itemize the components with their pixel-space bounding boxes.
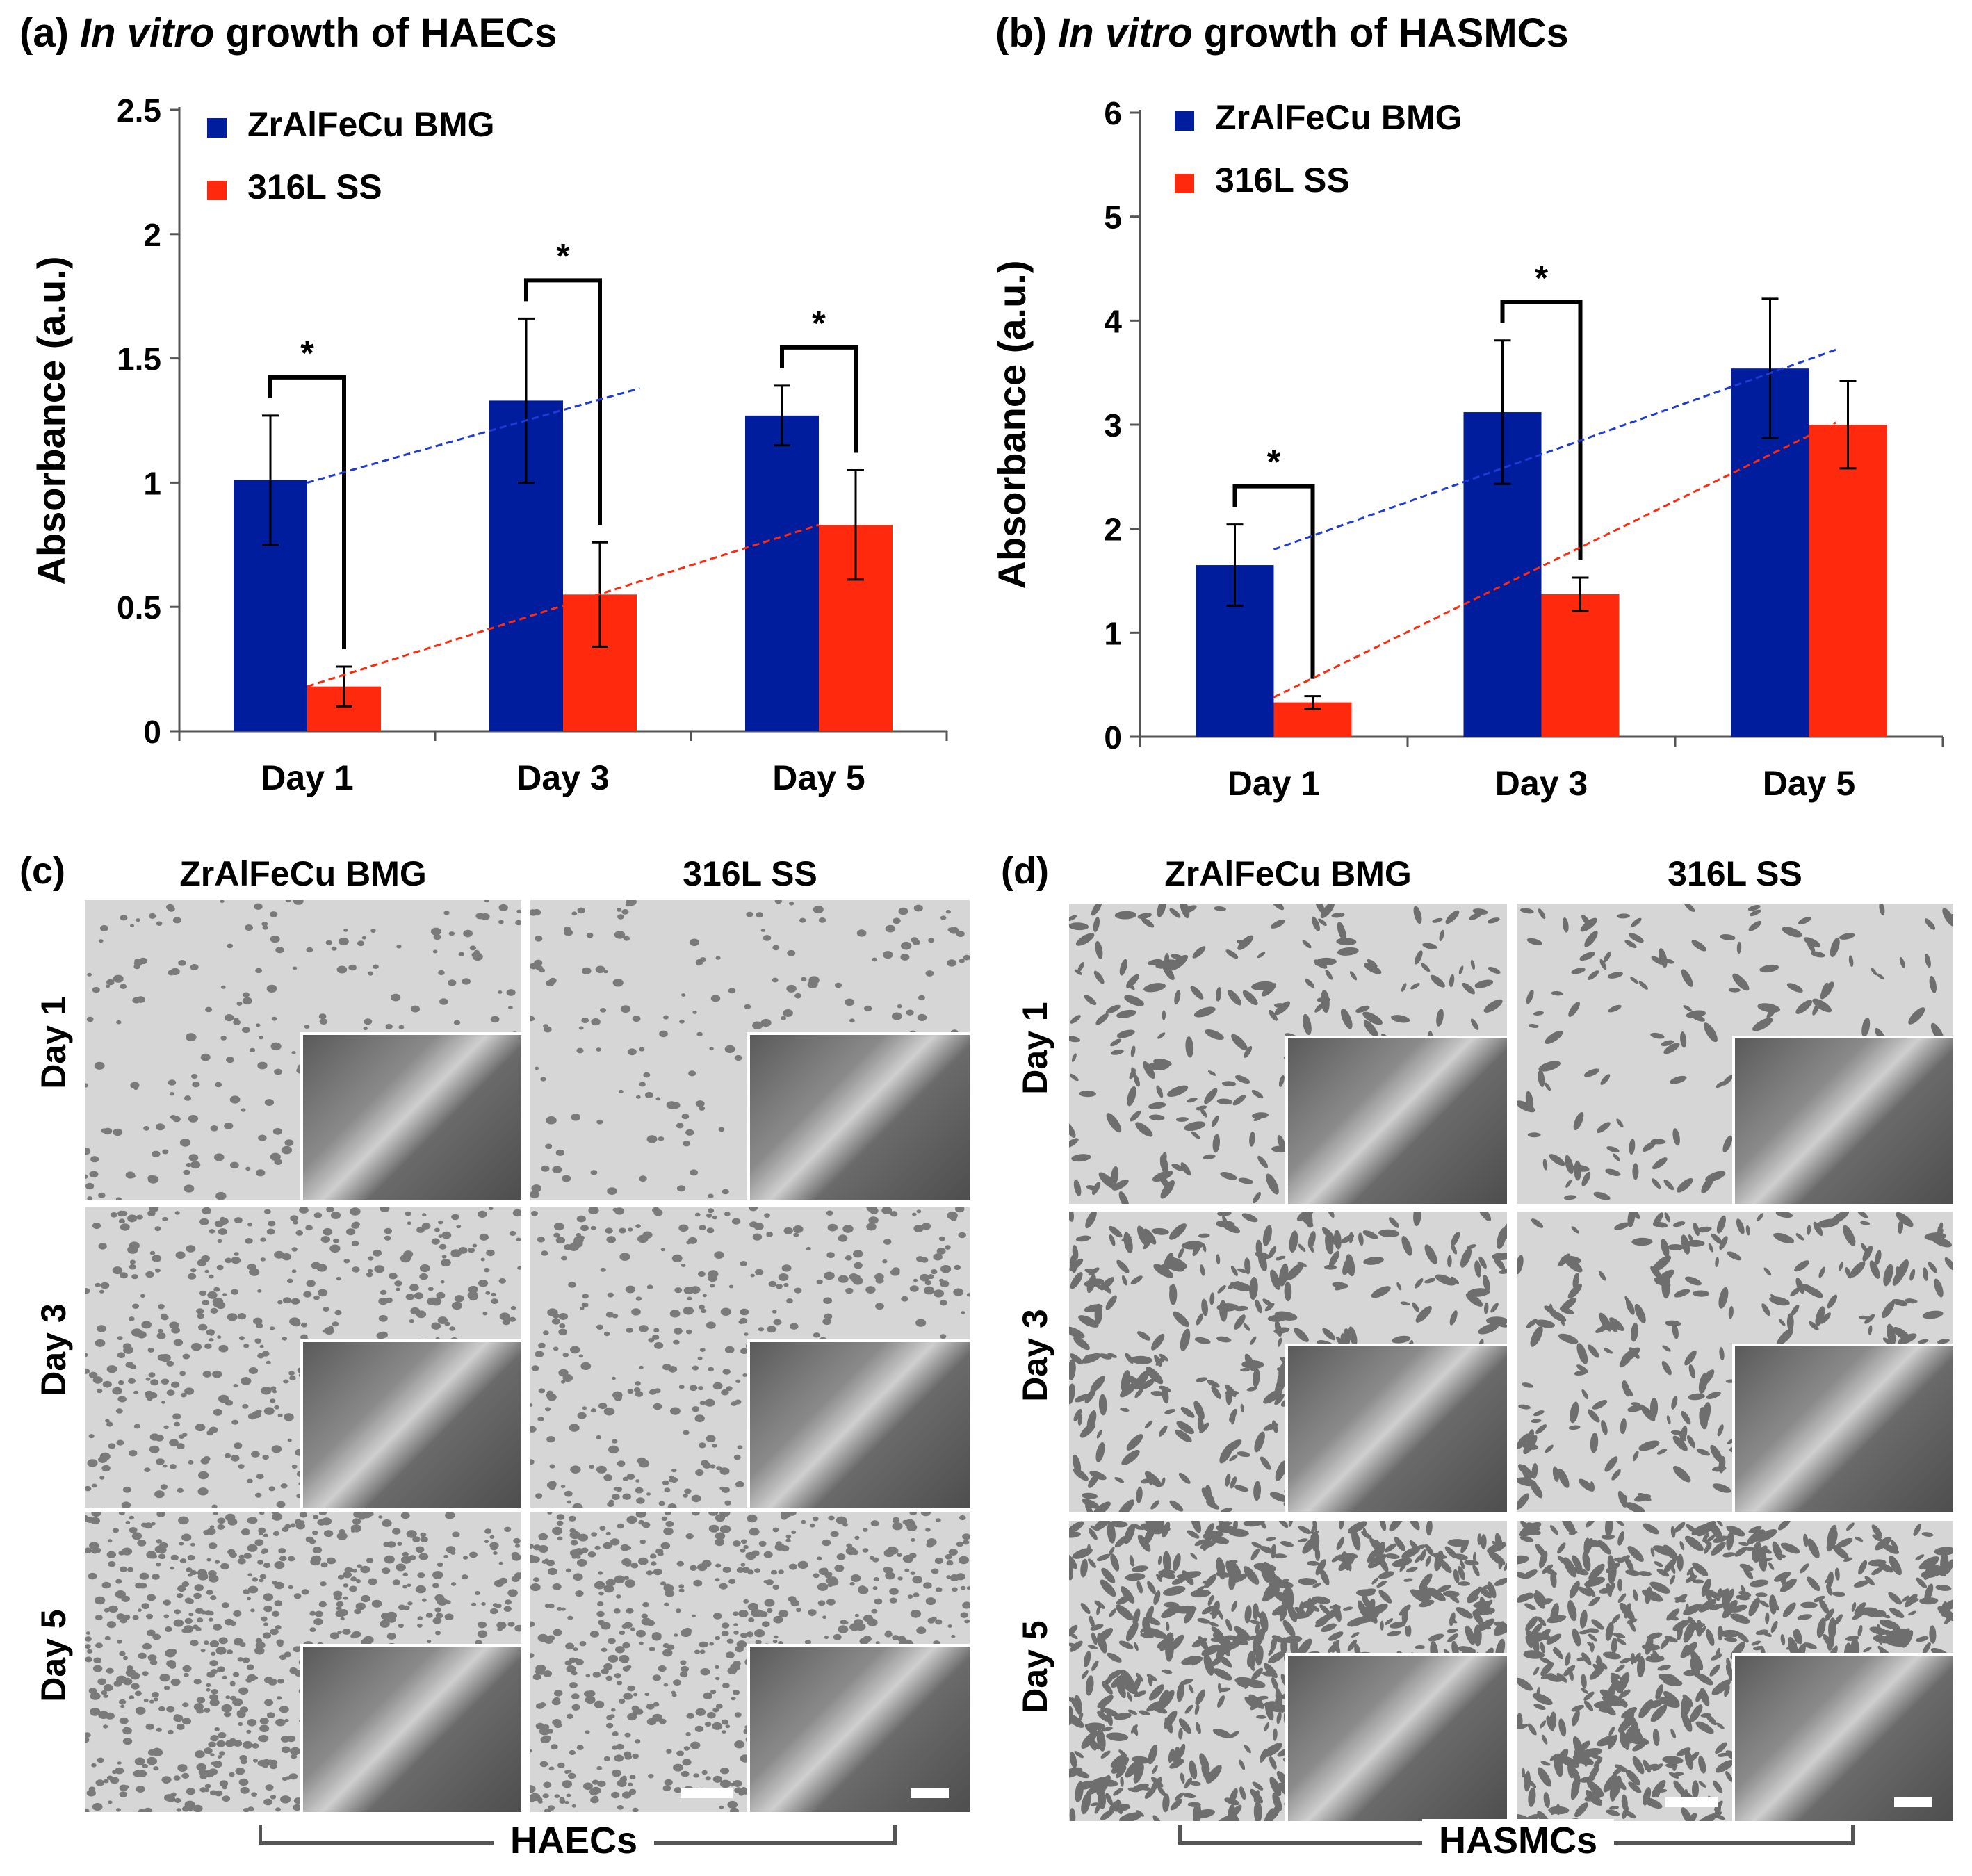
micrograph-haec-ss-day5 (530, 1512, 970, 1812)
chart-a-y-label: Absorbance (a.u.) (29, 256, 73, 585)
chart-a-significance-star: * (556, 236, 570, 275)
chart-b-legend-swatch (1175, 111, 1194, 131)
chart-b-y-tick-label: 0 (1104, 719, 1122, 756)
chart-a-legend-label: ZrAlFeCu BMG (247, 105, 495, 144)
micrograph-hasmc-ss-day5 (1517, 1521, 1953, 1821)
chart-a-x-tick-label: Day 1 (261, 758, 353, 797)
chart-b-y-label: Absorbance (a.u.) (990, 261, 1034, 589)
chart-b-x-tick-label: Day 3 (1495, 764, 1588, 803)
micrograph-haec-ss-day5-inset (747, 1644, 970, 1812)
chart-a-significance-star: * (812, 304, 826, 343)
micrograph-hasmc-ss-day1-inset (1732, 1036, 1953, 1204)
chart-a-bar-zralfecu-bmg-2 (745, 415, 819, 731)
micrograph-hasmc-bmg-day1 (1069, 904, 1507, 1204)
micrograph-hasmc-bmg-day5 (1069, 1521, 1507, 1821)
chart-b-y-tick-label: 3 (1104, 407, 1122, 443)
chart-b-y-tick-label: 5 (1104, 199, 1122, 236)
chart-b-legend-label: ZrAlFeCu BMG (1215, 98, 1462, 137)
panel-c-group-label: HAECs (494, 1819, 655, 1862)
micrograph-hasmc-ss-day3-inset (1732, 1344, 1953, 1512)
micrograph-hasmc-ss-day5-inset (1732, 1653, 1953, 1821)
chart-b-legend-label: 316L SS (1215, 161, 1350, 199)
micrograph-haec-bmg-day1-inset (300, 1032, 521, 1200)
inset-scale-bar (1894, 1797, 1932, 1807)
chart-a-significance-star: * (300, 334, 314, 373)
chart-a-significance-bracket (780, 345, 858, 453)
panel-b-title-italic: In vitro (1058, 10, 1193, 56)
micrograph-haec-ss-day3-inset (747, 1339, 970, 1508)
chart-b-x-tick-label: Day 1 (1228, 764, 1320, 803)
micrograph-haec-ss-day3 (530, 1207, 970, 1508)
chart-a-legend-swatch (207, 118, 227, 138)
panel-c-row-label-day3: Day 3 (34, 1303, 73, 1396)
chart-b-bar-316l-ss-2 (1809, 425, 1887, 737)
micrograph-haec-bmg-day1 (85, 900, 521, 1200)
panel-c-row-label-day1: Day 1 (34, 996, 73, 1089)
chart-a-x-tick-label: Day 3 (516, 758, 609, 797)
micrograph-haec-ss-day1 (530, 900, 970, 1200)
micrograph-haec-bmg-day3-inset (300, 1339, 521, 1508)
panel-a-label: (a) (19, 10, 69, 56)
micrograph-haec-bmg-day5-inset (300, 1644, 521, 1812)
inset-scale-bar (911, 1788, 949, 1798)
chart-b-significance-star: * (1535, 259, 1549, 297)
panel-b-title: (b) In vitro growth of HASMCs (995, 10, 1569, 56)
chart-a-y-tick-label: 2 (143, 217, 161, 253)
chart-b-legend-swatch (1175, 174, 1194, 193)
panel-c-row-label-day5: Day 5 (34, 1609, 73, 1702)
chart-b-x-tick-label: Day 5 (1763, 764, 1855, 803)
chart-a-legend-label: 316L SS (247, 168, 382, 206)
panel-d-col-header-ss: 316L SS (1668, 854, 1802, 893)
panel-d-row-label-day1: Day 1 (1016, 1002, 1054, 1095)
panel-d-label: (d) (1001, 850, 1049, 892)
micrograph-hasmc-ss-day3 (1517, 1212, 1953, 1512)
chart-a-trendline (307, 523, 820, 688)
panel-a-title-italic: In vitro (80, 10, 215, 56)
chart-b-significance-bracket (1232, 484, 1315, 679)
chart-a-trendline (307, 387, 640, 484)
chart-b-y-tick-label: 1 (1104, 615, 1122, 651)
micrograph-haec-ss-day1-inset (747, 1032, 970, 1200)
micrograph-haec-bmg-day5 (85, 1512, 521, 1812)
chart-b-bar-316l-ss-1 (1541, 594, 1620, 737)
micrograph-hasmc-bmg-day3 (1069, 1212, 1507, 1512)
panel-d-row-label-day5: Day 5 (1016, 1620, 1054, 1713)
chart-b-trendline (1273, 421, 1836, 699)
panel-d-group-label: HASMCs (1422, 1819, 1615, 1862)
chart-a-y-tick-label: 0.5 (117, 589, 161, 626)
chart-a-y-tick-label: 1 (143, 465, 161, 501)
chart-a-y-tick-label: 2.5 (117, 92, 161, 129)
chart-a-y-tick-label: 1.5 (117, 341, 161, 377)
chart-a-significance-bracket (268, 375, 346, 650)
panel-d-row-label-day3: Day 3 (1016, 1309, 1054, 1402)
chart-a-y-tick-label: 0 (143, 714, 161, 750)
scale-bar (681, 1788, 733, 1798)
panel-b-title-rest: growth of HASMCs (1192, 10, 1569, 56)
panel-c-col-header-ss: 316L SS (683, 854, 817, 893)
micrograph-hasmc-bmg-day1-inset (1285, 1036, 1507, 1204)
panel-b-label: (b) (995, 10, 1048, 56)
scale-bar (1665, 1797, 1718, 1807)
charts-canvas: 0 0.5 1 1.5 2 2.5 Day 1 Day 3 Day 5 Absorbance (a… (29, 92, 1944, 803)
chart-a-significance-bracket (524, 278, 602, 525)
chart-a-x-tick-label: Day 5 (772, 758, 865, 797)
chart-a-legend-swatch (207, 181, 227, 200)
panel-a-title-rest: growth of HAECs (214, 10, 557, 56)
panel-c-col-header-bmg: ZrAlFeCu BMG (179, 854, 427, 893)
micrograph-hasmc-ss-day1 (1517, 904, 1953, 1204)
panel-d-col-header-bmg: ZrAlFeCu BMG (1164, 854, 1412, 893)
panel-a-title: (a) In vitro growth of HAECs (19, 10, 557, 56)
chart-b-significance-bracket (1500, 300, 1583, 561)
chart-b-y-tick-label: 4 (1104, 303, 1122, 339)
micrograph-hasmc-bmg-day3-inset (1285, 1344, 1507, 1512)
panel-c-label: (c) (19, 850, 65, 892)
chart-b-y-tick-label: 2 (1104, 512, 1122, 548)
chart-b-significance-star: * (1267, 443, 1281, 482)
micrograph-haec-bmg-day3 (85, 1207, 521, 1508)
micrograph-hasmc-bmg-day5-inset (1285, 1653, 1507, 1821)
chart-b-y-tick-label: 6 (1104, 95, 1122, 131)
